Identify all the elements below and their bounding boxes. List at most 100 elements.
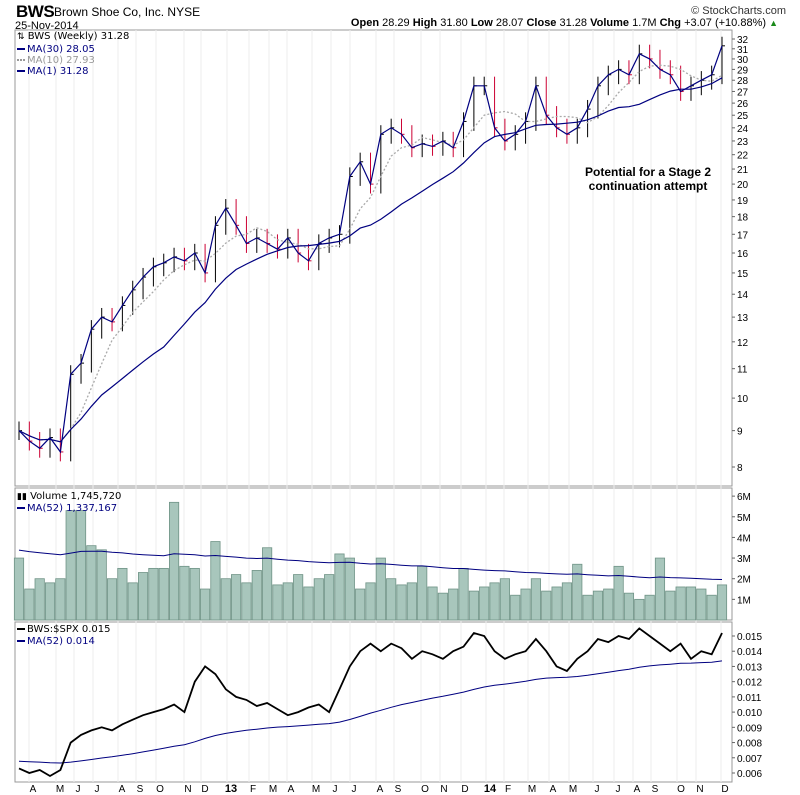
volume-bar	[520, 588, 531, 621]
volume-bar	[468, 590, 479, 621]
line-swatch-icon	[17, 70, 25, 72]
volume-bar	[293, 574, 304, 621]
volume-bar	[179, 565, 190, 621]
legend-ma30: MA(30) 28.05	[17, 44, 95, 55]
x-tick-label: J	[333, 784, 338, 795]
volume-bar	[355, 588, 366, 621]
volume-bar	[716, 584, 728, 621]
axis-labels: A M J J A S O N D 13 F M A M J J A S O N D 14 F M A M J J A S O N D89101…	[30, 35, 763, 795]
x-tick-label: A	[634, 784, 641, 795]
volume-bar	[665, 590, 676, 621]
price-tick-label: 25	[737, 111, 749, 122]
volume-bar	[231, 574, 242, 621]
legend-volume-text: Volume 1,745,720	[30, 491, 122, 502]
x-tick-label: N	[696, 784, 703, 795]
volume-tick-label: 6M	[737, 492, 751, 503]
price-bars	[18, 36, 725, 462]
price-tick-label: 29	[737, 65, 749, 76]
volume-bar	[530, 578, 541, 621]
volume-bars-icon: ▮▮	[17, 492, 27, 502]
up-arrow-icon: ▲	[769, 18, 778, 28]
volume-bar	[96, 549, 107, 621]
price-tick-label: 11	[737, 365, 748, 376]
volume-tick-label: 1M	[737, 595, 751, 606]
volume-bar	[241, 582, 252, 621]
volume-bar	[417, 565, 428, 621]
legend-ma1: MA(1) 31.28	[17, 66, 88, 77]
volume-bar	[458, 567, 469, 621]
exchange: NYSE	[167, 5, 201, 19]
volume-bar	[148, 567, 159, 621]
ma10-line	[18, 64, 723, 443]
volume-bar	[427, 586, 438, 621]
x-tick-label: J	[616, 784, 621, 795]
high-label: High	[412, 17, 438, 29]
x-tick-label: 13	[225, 783, 237, 795]
ma1-price-line	[18, 45, 723, 454]
company-name: Brown Shoe Co, Inc. NYSE	[54, 5, 200, 19]
volume-bar	[644, 594, 655, 621]
volume-bar	[44, 582, 56, 621]
volume-bar	[220, 578, 231, 621]
close-label: Close	[526, 17, 557, 29]
volume-bar	[158, 567, 169, 621]
price-tick-label: 32	[737, 35, 749, 46]
volume-bar	[34, 578, 45, 621]
price-tick-label: 21	[737, 165, 749, 176]
volume-bar	[55, 578, 66, 621]
volume-bar	[282, 582, 293, 621]
legend-ratio-text: BWS:$SPX 0.015	[27, 624, 111, 635]
volume-ma-line	[18, 549, 723, 580]
open-label: Open	[350, 17, 380, 29]
volume-bar	[613, 565, 624, 621]
volume-bar	[303, 586, 314, 621]
volume-value: 1.7M	[632, 17, 657, 29]
price-tick-label: 16	[737, 249, 749, 260]
x-tick-label: A	[288, 784, 295, 795]
volume-bar	[561, 582, 572, 621]
copyright[interactable]: © StockCharts.com	[691, 5, 786, 17]
x-tick-label: S	[395, 784, 402, 795]
ratio-line	[18, 627, 723, 778]
x-tick-label: 14	[484, 783, 497, 795]
price-tick-label: 30	[737, 55, 749, 66]
chart-annotation: Potential for a Stage 2 continuation att…	[585, 165, 711, 193]
legend-ma1-text: MA(1) 31.28	[27, 66, 89, 77]
series-lines	[18, 45, 723, 778]
price-tick-label: 31	[737, 45, 749, 56]
ratio-tick-label: 0.015	[737, 632, 762, 643]
legend-volume: ▮▮ Volume 1,745,720	[17, 491, 121, 502]
price-stats: Open 28.29 High 31.80 Low 28.07 Close 31…	[351, 17, 778, 29]
x-tick-label: A	[119, 784, 126, 795]
volume-bar	[448, 588, 459, 621]
x-tick-label: J	[595, 784, 600, 795]
volume-bar	[365, 582, 376, 621]
price-tick-label: 28	[737, 76, 749, 87]
volume-bar	[13, 557, 25, 621]
x-tick-label: O	[421, 784, 429, 795]
x-tick-label: F	[505, 784, 511, 795]
volume-bar	[65, 510, 76, 621]
price-tick-label: 24	[737, 124, 749, 135]
volume-bar	[272, 584, 283, 621]
line-swatch-icon	[17, 48, 25, 50]
x-tick-label: D	[721, 784, 728, 795]
legend-ma10-text: MA(10) 27.93	[27, 55, 95, 66]
price-tick-label: 12	[737, 338, 749, 349]
bar-icon: ⇅	[17, 32, 25, 42]
volume-bar	[592, 590, 604, 621]
chg-value: +3.07 (+10.88%)	[684, 17, 767, 29]
volume-bar	[541, 590, 552, 621]
x-tick-label: M	[569, 784, 577, 795]
ratio-tick-label: 0.012	[737, 678, 762, 689]
volume-bar	[623, 592, 635, 621]
legend-ratio-ma: MA(52) 0.014	[17, 636, 95, 647]
price-tick-label: 17	[737, 230, 749, 241]
high-value: 31.80	[440, 17, 468, 29]
volume-bar	[437, 592, 448, 621]
annotation-line-2: continuation attempt	[588, 179, 708, 193]
price-tick-label: 19	[737, 196, 749, 207]
legend-vol-ma-text: MA(52) 1,337,167	[27, 503, 118, 514]
volume-bar	[137, 572, 149, 621]
